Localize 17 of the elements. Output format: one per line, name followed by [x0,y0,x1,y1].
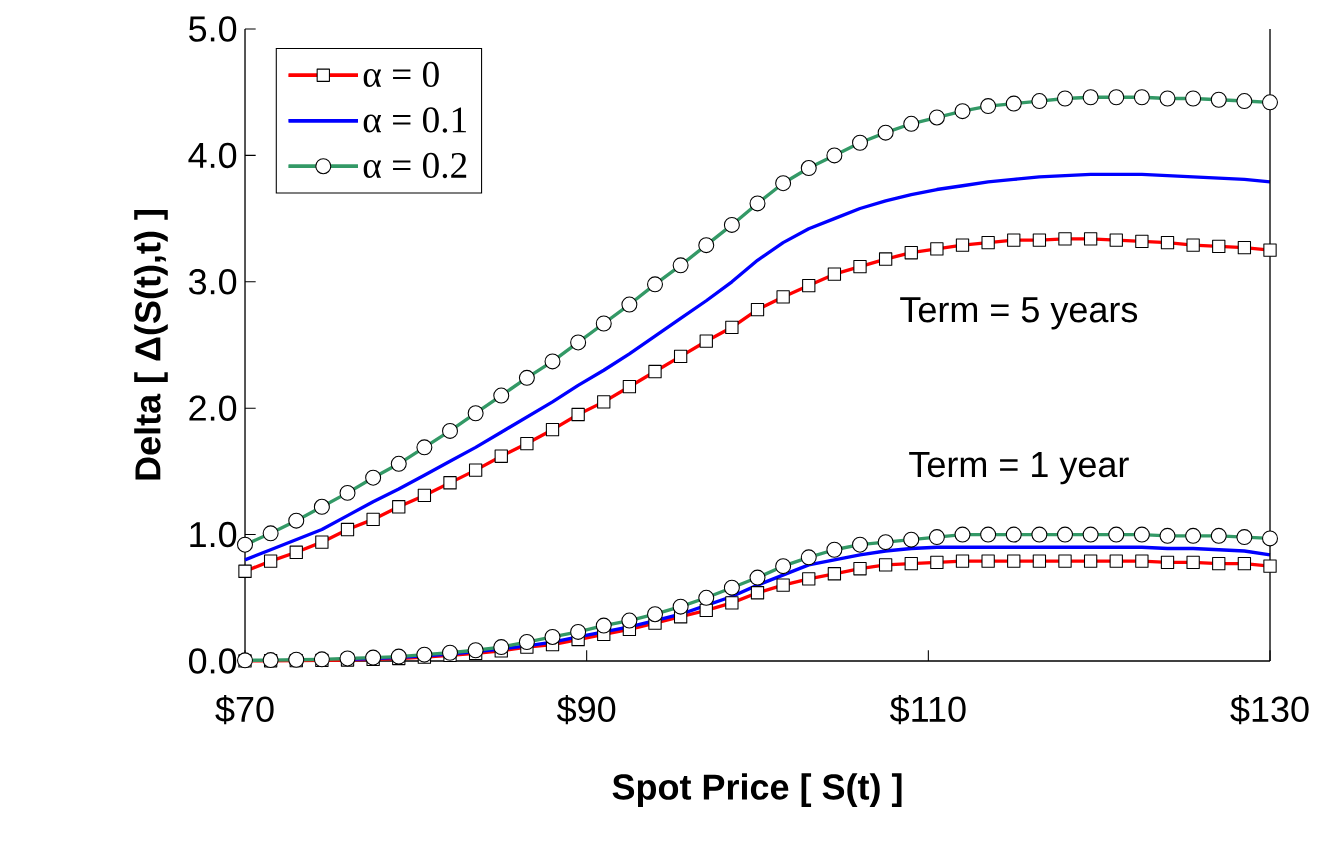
legend-label: α = 0.1 [363,107,466,133]
legend-label: α = 0.2 [363,152,467,179]
y-tick-label: 3.0 [188,269,237,295]
y-tick-label: 5.0 [189,16,237,42]
legend-label: α = 0 [363,61,439,87]
annotation: Term = 1 year [909,452,1129,485]
y-tick-label: 0.0 [188,648,237,674]
y-tick-label: 2.0 [189,395,237,421]
x-axis-title: Spot Price [ S(t) ] [612,773,902,807]
x-tick-label: $130 [1230,695,1309,725]
x-tick-label: $110 [890,695,966,725]
y-tick-label: 1.0 [190,521,237,548]
x-tick-label: $90 [557,695,616,725]
y-axis-title: Delta [ Δ(S(t),t) ] [134,210,168,480]
x-tick-label: $70 [215,695,274,725]
y-tick-label: 4.0 [188,142,237,169]
annotation: Term = 5 years [900,297,1138,330]
